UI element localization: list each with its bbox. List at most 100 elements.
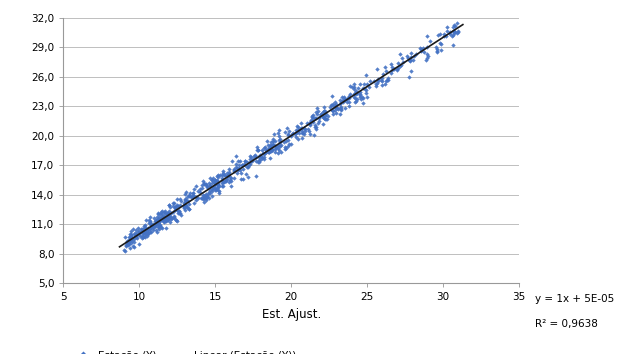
Point <box>201 183 211 189</box>
Point <box>170 204 180 210</box>
Point <box>161 225 172 231</box>
Point <box>170 205 180 211</box>
Point <box>309 132 319 137</box>
Point <box>216 180 227 185</box>
Point <box>207 188 217 194</box>
X-axis label: Est. Ajust.: Est. Ajust. <box>261 308 321 321</box>
Point <box>210 178 220 183</box>
Point <box>408 57 418 62</box>
Point <box>275 150 285 155</box>
Point <box>173 209 184 214</box>
Point <box>263 142 273 147</box>
Point <box>211 188 222 193</box>
Point <box>332 110 342 116</box>
Point <box>127 228 137 234</box>
Point <box>302 120 312 126</box>
Point <box>152 220 162 225</box>
Point <box>173 203 183 209</box>
Point <box>421 57 431 63</box>
Point <box>249 154 259 159</box>
Point <box>150 224 160 229</box>
Point <box>286 141 296 147</box>
Point <box>226 178 236 184</box>
Point <box>363 84 373 90</box>
Point <box>151 222 161 227</box>
Point <box>257 155 267 161</box>
Point <box>291 130 301 136</box>
Point <box>231 161 241 166</box>
Point <box>250 152 260 158</box>
Point <box>218 170 229 176</box>
Point <box>422 34 432 39</box>
Point <box>166 210 176 215</box>
Point <box>243 174 253 179</box>
Point <box>154 226 164 232</box>
Point <box>122 241 132 247</box>
Point <box>406 55 417 60</box>
Point <box>292 129 302 135</box>
Point <box>157 209 167 214</box>
Point <box>173 210 183 216</box>
Point <box>328 109 338 114</box>
Point <box>287 131 297 137</box>
Point <box>145 226 155 232</box>
Point <box>257 148 267 153</box>
Point <box>237 162 248 167</box>
Point <box>260 144 270 150</box>
Point <box>180 197 191 202</box>
Point <box>145 229 155 235</box>
Point <box>149 223 160 229</box>
Point <box>303 126 313 131</box>
Point <box>312 112 322 117</box>
Point <box>406 68 416 74</box>
Point <box>151 219 161 224</box>
Point <box>279 129 289 135</box>
Point <box>146 219 156 224</box>
Point <box>181 190 191 195</box>
Point <box>141 230 151 236</box>
Point <box>122 240 132 245</box>
Point <box>180 200 191 205</box>
Point <box>222 177 232 183</box>
Point <box>184 192 194 198</box>
Point <box>234 162 244 167</box>
Point <box>337 99 348 104</box>
Point <box>127 236 137 242</box>
Point <box>253 157 263 163</box>
Point <box>123 242 133 248</box>
Point <box>129 239 139 245</box>
Point <box>311 105 322 111</box>
Point <box>154 223 164 228</box>
Point <box>180 191 190 197</box>
Point <box>275 147 285 153</box>
Point <box>305 121 315 127</box>
Point <box>210 177 220 182</box>
Point <box>282 125 292 131</box>
Point <box>160 218 170 224</box>
Point <box>151 217 161 223</box>
Point <box>165 216 175 222</box>
Point <box>327 107 337 113</box>
Point <box>230 153 241 159</box>
Point <box>453 28 463 34</box>
Point <box>169 213 179 218</box>
Point <box>425 38 435 44</box>
Point <box>318 109 329 114</box>
Point <box>137 230 147 235</box>
Point <box>308 116 318 121</box>
Point <box>381 68 391 74</box>
Point <box>328 112 338 117</box>
Point <box>224 166 234 172</box>
Point <box>154 222 165 228</box>
Point <box>229 167 239 173</box>
Point <box>142 229 153 235</box>
Point <box>292 124 303 129</box>
Point <box>318 115 329 121</box>
Point <box>182 204 192 210</box>
Point <box>219 172 229 178</box>
Point <box>383 78 393 83</box>
Point <box>280 146 291 152</box>
Point <box>251 147 261 152</box>
Point <box>251 173 261 179</box>
Point <box>310 122 320 128</box>
